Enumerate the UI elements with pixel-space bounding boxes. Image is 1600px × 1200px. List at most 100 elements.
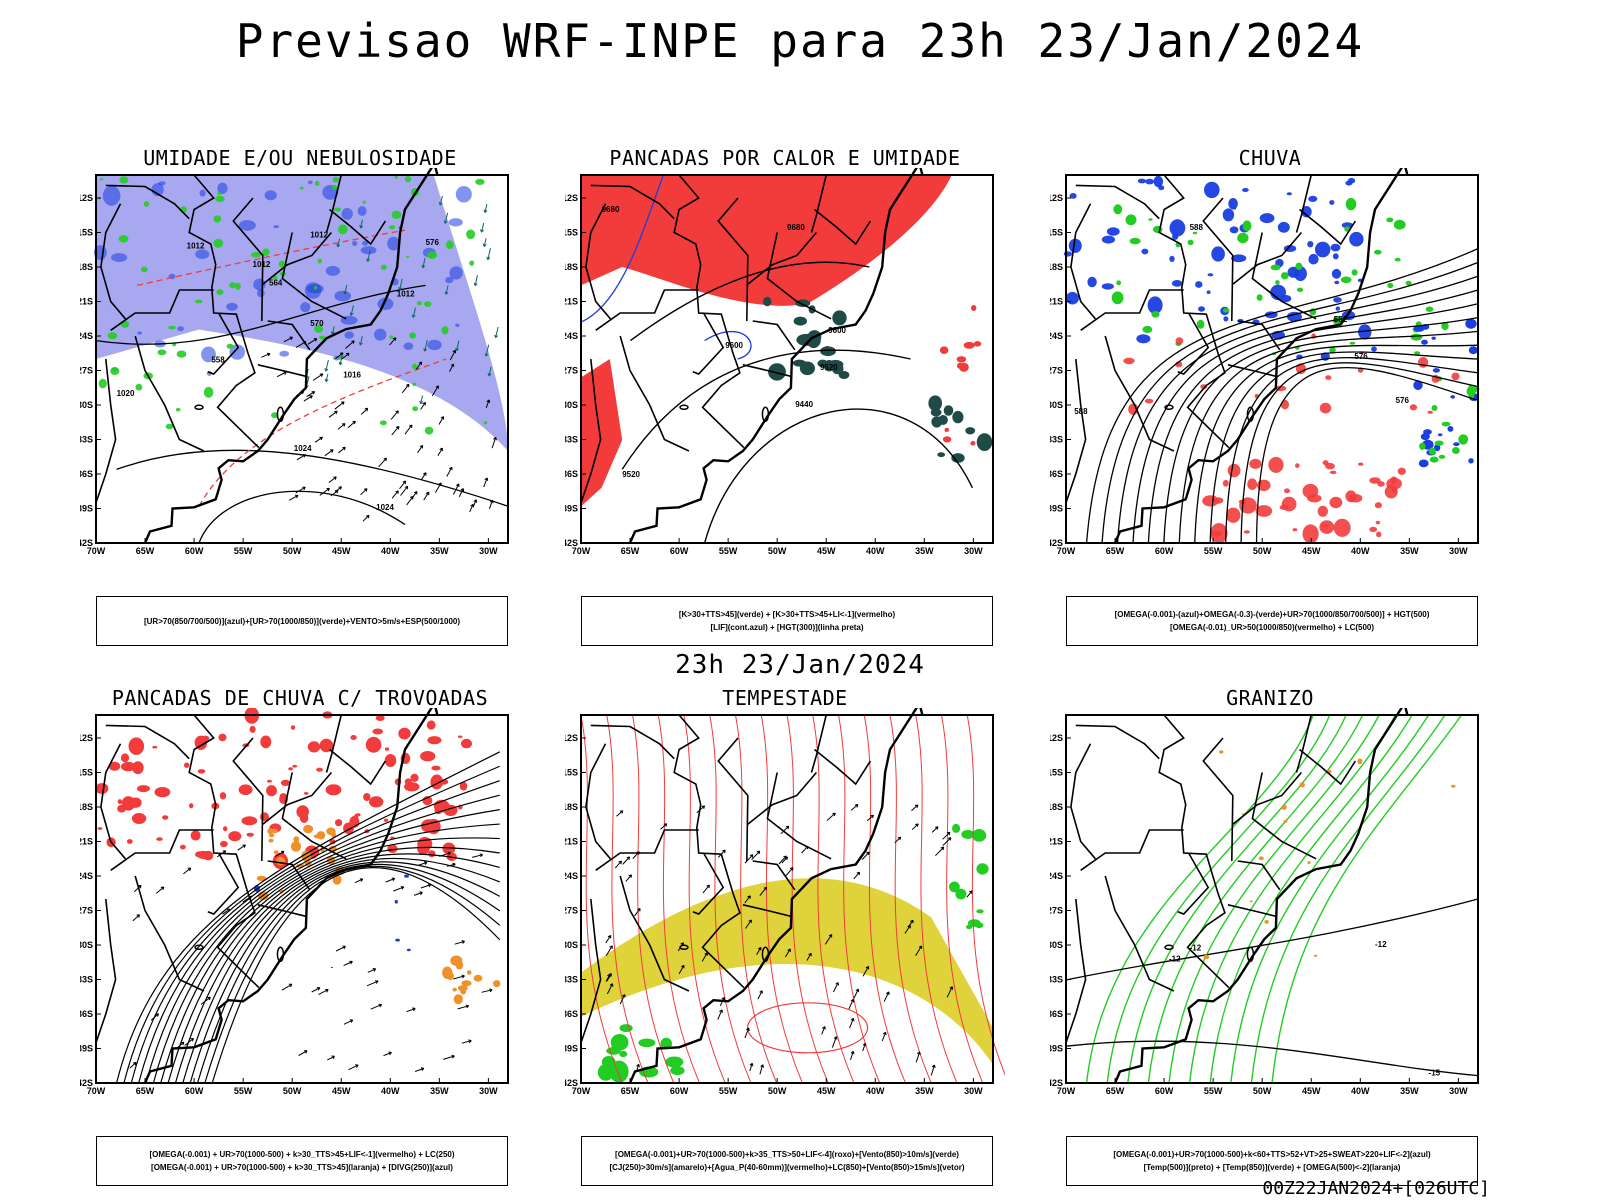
wind-vector xyxy=(331,326,335,335)
field-blob xyxy=(1447,426,1454,432)
lon-tick-label: 50W xyxy=(283,1086,302,1096)
field-blob xyxy=(199,189,206,197)
jet-stream-area xyxy=(581,878,993,1065)
wind-vector xyxy=(862,1043,866,1052)
state-border xyxy=(580,898,602,1044)
coastline xyxy=(143,708,439,1084)
wind-vector-head xyxy=(480,229,484,233)
state-border xyxy=(257,904,307,918)
wind-vector-head xyxy=(423,861,428,866)
wind-vector xyxy=(678,965,685,975)
wind-vector xyxy=(481,222,485,233)
lon-tick-label: 55W xyxy=(719,546,738,556)
wind-vector-head xyxy=(333,476,337,480)
wind-vector xyxy=(942,831,951,840)
wind-vector xyxy=(390,410,399,420)
wind-vector-head xyxy=(452,349,456,354)
precipitable-water-line xyxy=(632,714,675,1084)
lake-shape xyxy=(194,404,204,411)
lat-tick-label: 12S xyxy=(565,193,578,203)
wind-vector xyxy=(350,305,354,316)
wind-vector-head xyxy=(760,1064,765,1068)
state-border xyxy=(590,724,675,760)
lon-tick-label: 70W xyxy=(1057,1086,1076,1096)
streamline xyxy=(116,751,501,1084)
wind-vector-head xyxy=(319,373,324,377)
wind-vector-head xyxy=(850,1017,855,1022)
wind-vector xyxy=(411,491,418,500)
field-blob xyxy=(1142,325,1153,334)
field-blob xyxy=(670,1066,685,1076)
lon-tick-label: 45W xyxy=(1302,546,1321,556)
field-blob xyxy=(1145,178,1154,185)
wind-vector xyxy=(942,837,952,847)
field-blob xyxy=(410,773,419,782)
field-blob xyxy=(279,793,288,801)
field-blob xyxy=(1286,192,1292,196)
field-blob xyxy=(461,738,472,749)
lon-tick-label: 70W xyxy=(572,546,591,556)
state-border xyxy=(1065,358,1087,504)
field-blob xyxy=(1295,363,1307,375)
coastline xyxy=(1113,708,1409,1084)
field-blob xyxy=(427,251,438,259)
wind-vector-head xyxy=(856,871,861,876)
wind-vector-head xyxy=(850,1050,855,1055)
field-blob xyxy=(379,420,387,426)
field-blob xyxy=(1333,518,1351,537)
field-blob xyxy=(961,829,975,839)
streamline xyxy=(123,765,500,1084)
field-blob xyxy=(1438,454,1446,459)
wind-vector xyxy=(431,385,439,397)
contour-label: 1016 xyxy=(343,370,361,379)
wind-vector xyxy=(334,486,342,493)
precipitable-water-line xyxy=(709,714,752,1084)
map-umidade: 1012 1012 1012 1012 1016 1020 1024 1024 576 570 56… xyxy=(80,168,509,556)
lat-tick-label: 18S xyxy=(80,262,93,272)
streamline xyxy=(174,853,500,1084)
field-blob xyxy=(1275,280,1280,285)
wind-vector xyxy=(337,423,346,430)
legend-box: [OMEGA(-0.001) + UR>70(1000-500) + k>30_… xyxy=(96,1136,508,1186)
field-blob xyxy=(223,826,228,832)
wind-vector-head xyxy=(443,220,448,224)
state-border xyxy=(134,875,205,992)
wind-vector-head xyxy=(294,494,299,499)
wind-vector-head xyxy=(865,965,870,970)
wind-vector-head xyxy=(756,850,761,855)
wind-vector xyxy=(831,1036,837,1048)
wind-vector xyxy=(347,420,356,429)
contour-label: 1020 xyxy=(117,389,135,398)
field-blob xyxy=(1358,324,1372,340)
state-border xyxy=(747,771,818,825)
wind-vector xyxy=(318,989,329,996)
geopotential-line xyxy=(1225,356,1479,544)
field-blob xyxy=(1393,219,1406,230)
state-border xyxy=(1251,772,1317,860)
wind-vector xyxy=(458,488,464,498)
wind-vector xyxy=(434,482,442,493)
mid-date-title: 23h 23/Jan/2024 xyxy=(675,650,925,680)
wind-vector xyxy=(622,856,630,865)
legend-line-2: [CJ(250)>30m/s](amarelo)+[Agua_P(40-60mm… xyxy=(609,1163,965,1172)
state-border xyxy=(673,714,745,989)
wind-vector-head xyxy=(419,891,423,896)
lat-tick-label: 21S xyxy=(565,297,578,307)
lake-shape xyxy=(1246,406,1255,422)
field-blob xyxy=(1116,280,1122,286)
contour-label: 1012 xyxy=(187,242,205,251)
contour-label: 9680 xyxy=(602,205,620,214)
wind-vector xyxy=(370,1004,382,1010)
legend-box: [OMEGA(-0.001)+UR>70(1000-500)+k>35_TTS>… xyxy=(581,1136,993,1186)
field-blob xyxy=(1277,221,1290,233)
precipitable-water-line xyxy=(606,714,649,1084)
contour-label: -12 xyxy=(1190,944,1202,953)
contour-label: 564 xyxy=(269,278,283,287)
lake-shape xyxy=(679,404,689,411)
wind-vector-head xyxy=(479,853,483,858)
lon-tick-label: 50W xyxy=(283,546,302,556)
lon-tick-label: 55W xyxy=(1204,1086,1223,1096)
lon-tick-label: 35W xyxy=(430,546,449,556)
field-blob xyxy=(1335,306,1340,311)
wind-vector xyxy=(274,850,285,858)
